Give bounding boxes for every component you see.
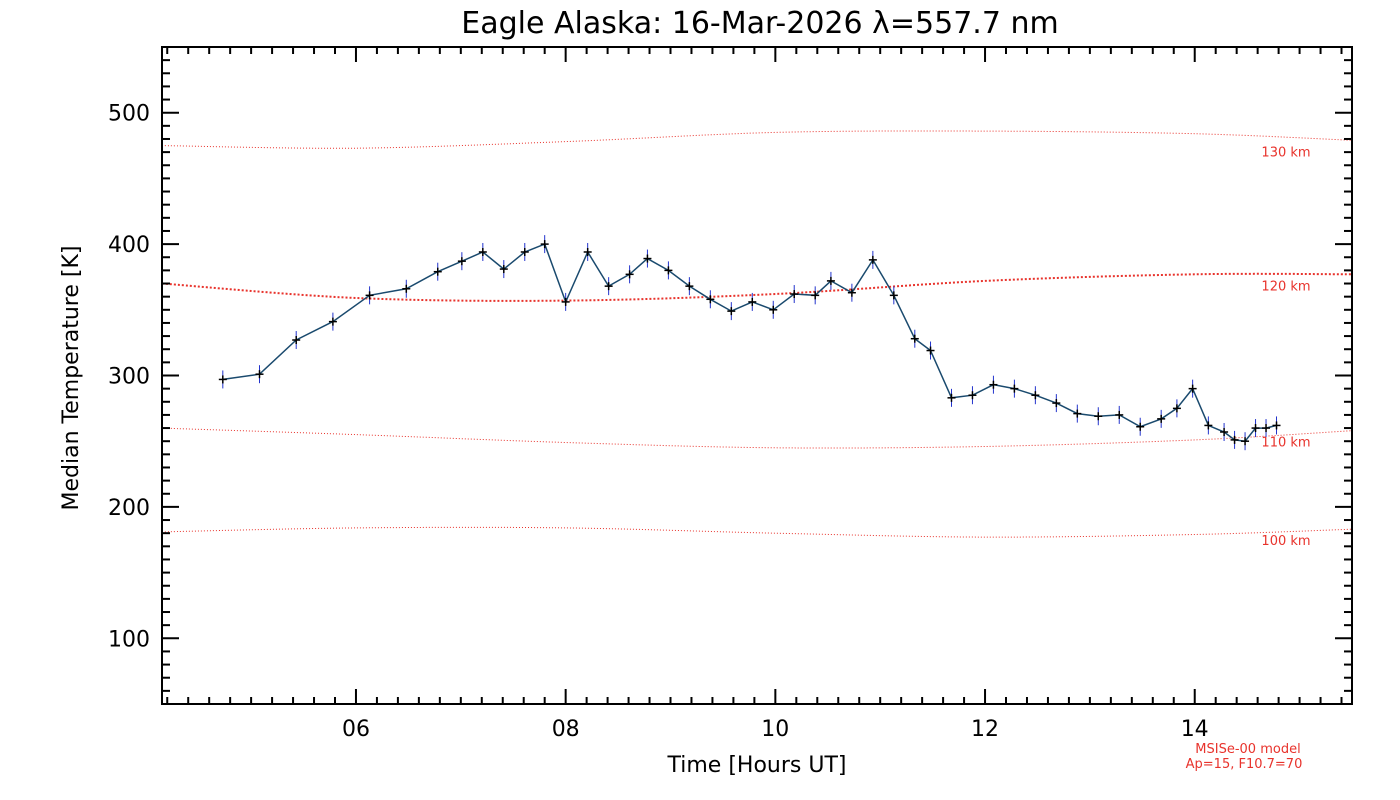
axis-ticks	[162, 47, 1352, 704]
reference-label-110-km: 110 km	[1261, 436, 1310, 451]
x-tick-label: 14	[1181, 717, 1209, 742]
y-tick-label: 200	[108, 496, 150, 521]
data-series	[218, 235, 1281, 451]
x-tick-label: 06	[342, 717, 370, 742]
x-axis-label: Time [Hours UT]	[667, 753, 847, 778]
model-note-line-2: Ap=15, F10.7=70	[1186, 757, 1303, 772]
tick-labels: 06 08 10 12 14 100 200 300 400 500	[108, 102, 1209, 742]
reference-label-130-km: 130 km	[1261, 145, 1310, 160]
x-tick-label: 12	[971, 717, 999, 742]
y-tick-label: 400	[108, 233, 150, 258]
chart-title: Eagle Alaska: 16-Mar-2026 λ=557.7 nm	[461, 6, 1058, 41]
y-tick-label: 500	[108, 102, 150, 127]
reference-label-100-km: 100 km	[1261, 534, 1310, 549]
reference-label-120-km: 120 km	[1261, 279, 1310, 294]
x-tick-label: 10	[761, 717, 789, 742]
model-note-line-1: MSISe-00 model	[1195, 742, 1300, 757]
reference-curve-120-km	[161, 272, 1353, 302]
y-tick-label: 300	[108, 365, 150, 390]
y-tick-label: 100	[108, 627, 150, 652]
y-axis-label: Median Temperature [K]	[59, 246, 84, 511]
x-tick-label: 08	[552, 717, 580, 742]
plot-frame	[161, 46, 1353, 705]
reference-curve-130-km	[161, 130, 1353, 149]
reference-curve-110-km	[161, 427, 1353, 449]
reference-curves	[161, 130, 1353, 538]
reference-curve-100-km	[161, 526, 1353, 538]
reference-labels: 130 km 120 km 110 km 100 km	[1261, 145, 1310, 549]
